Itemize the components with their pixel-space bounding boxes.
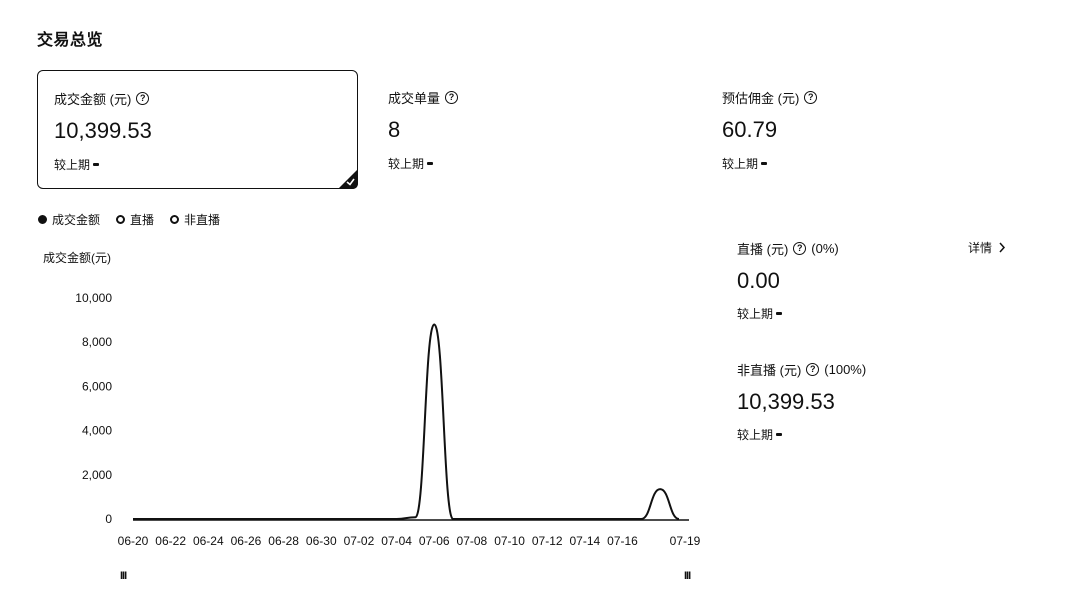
metric-label: 成交金额 (元) ? xyxy=(54,90,341,107)
y-tick-label: 8,000 xyxy=(82,335,112,349)
compare-label: 较上期 xyxy=(737,307,774,321)
live-breakdown: 直播 (元) ? (0%) 0.00 较上期 xyxy=(737,240,1037,322)
dash-icon xyxy=(761,162,768,165)
dash-icon xyxy=(776,433,783,436)
metric-label-text: 成交金额 (元) xyxy=(54,91,132,107)
compare-label: 较上期 xyxy=(54,158,91,172)
help-icon[interactable]: ? xyxy=(806,362,820,376)
non-live-value: 10,399.53 xyxy=(737,389,835,414)
x-tick-label: 07-08 xyxy=(457,534,488,548)
non-live-percent: (100%) xyxy=(824,361,867,377)
x-tick-label: 06-22 xyxy=(155,534,186,548)
side-label: 非直播 (元) ? (100%) xyxy=(737,361,1037,378)
x-tick-label: 06-26 xyxy=(231,534,262,548)
selected-check-icon xyxy=(338,169,358,189)
non-live-label: 非直播 (元) xyxy=(737,362,802,378)
dash-icon xyxy=(93,163,100,166)
live-percent: (0%) xyxy=(811,240,839,256)
metric-card-orders[interactable]: 成交单量 ? 8 较上期 xyxy=(372,70,693,189)
x-tick-label: 07-12 xyxy=(532,534,563,548)
x-tick-label: 07-16 xyxy=(607,534,638,548)
legend-dot-icon xyxy=(170,215,180,224)
y-tick-label: 6,000 xyxy=(82,379,112,393)
chart-legend: 成交金额 直播 非直播 xyxy=(38,211,220,228)
legend-dot-icon xyxy=(116,215,126,224)
chevron-right-icon xyxy=(999,242,1006,253)
legend-item-gmv[interactable]: 成交金额 xyxy=(38,211,100,228)
legend-label: 直播 xyxy=(130,213,155,227)
legend-label: 成交金额 xyxy=(52,213,101,227)
y-tick-label: 10,000 xyxy=(75,291,112,305)
help-icon[interactable]: ? xyxy=(793,241,807,255)
help-icon[interactable]: ? xyxy=(804,90,818,104)
y-tick-label: 2,000 xyxy=(82,468,112,482)
page-title: 交易总览 xyxy=(37,32,104,49)
side-label: 直播 (元) ? (0%) xyxy=(737,240,1037,257)
side-compare: 较上期 xyxy=(737,426,1037,443)
detail-link[interactable]: 详情 xyxy=(968,239,1006,256)
metric-compare: 较上期 xyxy=(54,156,341,173)
help-icon[interactable]: ? xyxy=(136,91,150,105)
x-tick-label: 06-20 xyxy=(118,534,149,548)
compare-label: 较上期 xyxy=(737,428,774,442)
live-label: 直播 (元) xyxy=(737,241,789,257)
metric-label-text: 预估佣金 (元) xyxy=(722,90,800,106)
metric-value: 8 xyxy=(388,117,401,142)
metric-label-text: 成交单量 xyxy=(388,90,441,106)
y-tick-label: 0 xyxy=(105,512,112,526)
metric-compare: 较上期 xyxy=(722,155,1011,172)
detail-label: 详情 xyxy=(968,241,993,255)
help-icon[interactable]: ? xyxy=(445,90,459,104)
x-tick-label: 07-02 xyxy=(344,534,375,548)
side-compare: 较上期 xyxy=(737,305,1037,322)
gmv-chart: 成交金额(元) 0 2,000 4,000 6,000 8,000 10,000 06-20 0… xyxy=(43,250,701,548)
metric-card-commission[interactable]: 预估佣金 (元) ? 60.79 较上期 xyxy=(706,70,1027,189)
metric-label: 预估佣金 (元) ? xyxy=(722,89,1011,106)
x-tick-label: 06-24 xyxy=(193,534,224,548)
legend-label: 非直播 xyxy=(184,213,221,227)
metric-card-gmv[interactable]: 成交金额 (元) ? 10,399.53 较上期 xyxy=(37,70,358,189)
dash-icon xyxy=(427,162,434,165)
compare-label: 较上期 xyxy=(388,157,425,171)
x-tick-label: 07-10 xyxy=(494,534,525,548)
range-slider-right-handle[interactable]: III xyxy=(684,570,691,582)
x-tick-label: 07-04 xyxy=(381,534,412,548)
x-tick-label: 07-06 xyxy=(419,534,450,548)
live-value: 0.00 xyxy=(737,268,780,293)
non-live-breakdown: 非直播 (元) ? (100%) 10,399.53 较上期 xyxy=(737,361,1037,443)
range-slider-left-handle[interactable]: III xyxy=(120,570,127,582)
gmv-series-line xyxy=(133,323,680,520)
x-tick-label: 06-28 xyxy=(268,534,299,548)
metric-label: 成交单量 ? xyxy=(388,89,677,106)
x-tick-label: 07-14 xyxy=(570,534,601,548)
metric-value: 60.79 xyxy=(722,117,778,142)
legend-item-live[interactable]: 直播 xyxy=(116,211,154,228)
x-tick-label: 06-30 xyxy=(306,534,337,548)
x-tick-label: 07-19 xyxy=(670,534,701,548)
legend-item-non-live[interactable]: 非直播 xyxy=(170,211,220,228)
compare-label: 较上期 xyxy=(722,157,759,171)
y-axis-label: 成交金额(元) xyxy=(43,250,111,265)
y-tick-label: 4,000 xyxy=(82,424,112,438)
legend-dot-icon xyxy=(38,215,47,224)
metric-compare: 较上期 xyxy=(388,155,677,172)
dash-icon xyxy=(776,312,783,315)
metric-value: 10,399.53 xyxy=(54,118,152,143)
